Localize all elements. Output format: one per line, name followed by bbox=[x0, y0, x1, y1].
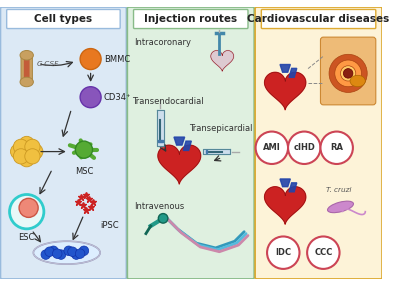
Circle shape bbox=[267, 237, 300, 269]
Text: G-CSF: G-CSF bbox=[36, 61, 59, 67]
Circle shape bbox=[25, 149, 40, 164]
Text: IDC: IDC bbox=[275, 248, 292, 257]
Text: CD34⁺: CD34⁺ bbox=[104, 93, 132, 102]
Circle shape bbox=[19, 144, 34, 159]
Circle shape bbox=[71, 250, 81, 259]
Circle shape bbox=[320, 132, 353, 164]
Polygon shape bbox=[265, 72, 306, 110]
Circle shape bbox=[41, 250, 51, 259]
Circle shape bbox=[10, 144, 26, 159]
Text: MSC: MSC bbox=[75, 167, 93, 176]
Polygon shape bbox=[265, 187, 306, 224]
Circle shape bbox=[343, 69, 353, 78]
FancyBboxPatch shape bbox=[128, 7, 254, 279]
Circle shape bbox=[79, 246, 89, 256]
Circle shape bbox=[19, 136, 34, 152]
Ellipse shape bbox=[350, 75, 365, 87]
FancyBboxPatch shape bbox=[24, 58, 30, 79]
Polygon shape bbox=[280, 179, 290, 187]
Text: Intracoronary: Intracoronary bbox=[134, 38, 192, 47]
Polygon shape bbox=[206, 150, 207, 154]
Circle shape bbox=[329, 54, 367, 92]
Circle shape bbox=[25, 139, 40, 154]
Polygon shape bbox=[183, 141, 191, 150]
Text: cIHD: cIHD bbox=[293, 143, 315, 152]
Polygon shape bbox=[289, 68, 297, 78]
Text: Cardiovascular diseases: Cardiovascular diseases bbox=[247, 14, 390, 24]
Text: Intravenous: Intravenous bbox=[134, 202, 185, 211]
Text: Injection routes: Injection routes bbox=[144, 14, 237, 24]
Text: Transepicardial: Transepicardial bbox=[189, 124, 252, 133]
FancyBboxPatch shape bbox=[21, 53, 32, 84]
Circle shape bbox=[255, 132, 288, 164]
Ellipse shape bbox=[328, 201, 353, 213]
Circle shape bbox=[19, 152, 34, 167]
Text: T. cruzi: T. cruzi bbox=[326, 187, 352, 193]
Circle shape bbox=[45, 247, 55, 257]
FancyBboxPatch shape bbox=[7, 9, 120, 29]
Polygon shape bbox=[174, 137, 184, 145]
Text: iPSC: iPSC bbox=[100, 221, 119, 230]
Polygon shape bbox=[203, 149, 230, 154]
FancyBboxPatch shape bbox=[261, 9, 376, 29]
Polygon shape bbox=[211, 51, 234, 71]
Circle shape bbox=[19, 198, 38, 217]
Ellipse shape bbox=[20, 51, 33, 60]
Circle shape bbox=[64, 246, 73, 256]
Text: Transendocardial: Transendocardial bbox=[132, 98, 203, 106]
Circle shape bbox=[68, 247, 77, 257]
Circle shape bbox=[307, 237, 340, 269]
Circle shape bbox=[13, 149, 28, 164]
Polygon shape bbox=[280, 65, 290, 72]
FancyBboxPatch shape bbox=[0, 7, 126, 279]
Text: BMMC: BMMC bbox=[104, 55, 130, 63]
Text: CCC: CCC bbox=[314, 248, 332, 257]
Circle shape bbox=[75, 249, 85, 259]
FancyBboxPatch shape bbox=[134, 9, 248, 29]
Text: AMI: AMI bbox=[263, 143, 281, 152]
Circle shape bbox=[56, 250, 66, 259]
Polygon shape bbox=[157, 110, 164, 146]
Circle shape bbox=[53, 249, 62, 259]
Circle shape bbox=[335, 60, 361, 87]
Circle shape bbox=[80, 49, 101, 69]
Circle shape bbox=[10, 194, 44, 229]
Circle shape bbox=[13, 139, 28, 154]
Polygon shape bbox=[158, 145, 200, 184]
Circle shape bbox=[75, 141, 93, 158]
Ellipse shape bbox=[33, 241, 100, 264]
FancyBboxPatch shape bbox=[320, 37, 376, 105]
Ellipse shape bbox=[20, 77, 33, 87]
Text: Cell types: Cell types bbox=[34, 14, 93, 24]
Circle shape bbox=[49, 246, 58, 256]
Circle shape bbox=[28, 144, 43, 159]
Circle shape bbox=[80, 87, 101, 108]
Polygon shape bbox=[289, 183, 297, 192]
Circle shape bbox=[340, 66, 356, 81]
Polygon shape bbox=[158, 140, 163, 142]
Text: ESC: ESC bbox=[18, 233, 35, 242]
Circle shape bbox=[158, 214, 168, 223]
FancyBboxPatch shape bbox=[255, 7, 382, 279]
Circle shape bbox=[288, 132, 320, 164]
Text: RA: RA bbox=[330, 143, 343, 152]
